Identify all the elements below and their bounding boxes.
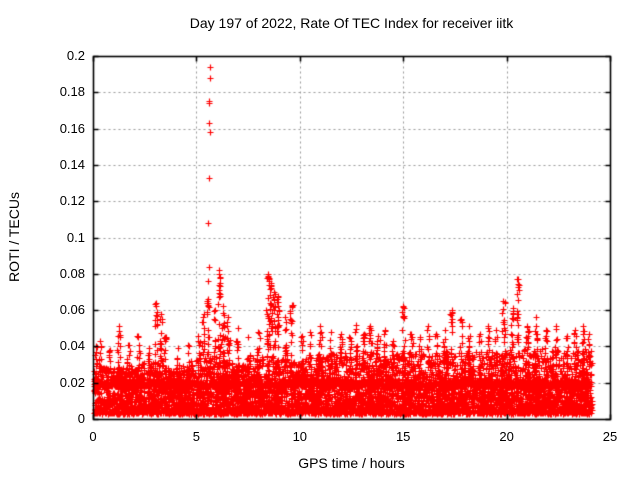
x-tick-label: 25 bbox=[602, 429, 618, 444]
x-tick-label: 5 bbox=[192, 429, 200, 444]
y-tick-label: 0.02 bbox=[59, 374, 85, 390]
y-tick-label: 0.16 bbox=[59, 120, 85, 136]
y-tick-label: 0.18 bbox=[59, 84, 85, 100]
x-tick-label: 20 bbox=[499, 429, 514, 444]
chart-title: Day 197 of 2022, Rate Of TEC Index for r… bbox=[189, 15, 514, 31]
x-tick-label: 15 bbox=[395, 429, 411, 444]
x-tick-label: 0 bbox=[89, 429, 97, 444]
y-tick-label: 0.14 bbox=[59, 156, 85, 172]
y-tick-label: 0.1 bbox=[66, 229, 85, 245]
x-axis-label: GPS time / hours bbox=[298, 455, 405, 471]
y-tick-label: 0.06 bbox=[59, 302, 85, 318]
y-tick-label: 0.2 bbox=[66, 48, 85, 63]
y-tick-label: 0 bbox=[77, 411, 85, 426]
x-tick-label: 10 bbox=[292, 429, 308, 444]
y-tick-label: 0.08 bbox=[59, 265, 85, 281]
y-tick-label: 0.12 bbox=[59, 193, 85, 209]
y-tick-label: 0.04 bbox=[59, 338, 85, 354]
